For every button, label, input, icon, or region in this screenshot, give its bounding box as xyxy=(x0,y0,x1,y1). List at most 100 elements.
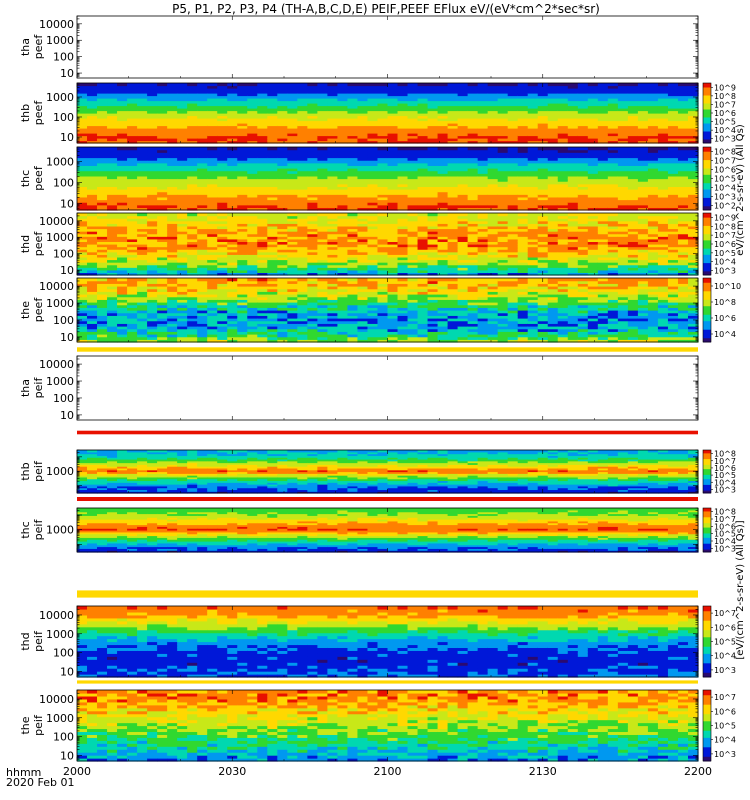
spectrogram-cell xyxy=(567,140,579,144)
spectrogram-cell xyxy=(267,191,278,195)
spectrogram-cell xyxy=(277,204,288,208)
spectrogram-cell xyxy=(157,186,168,190)
spectrogram-cell xyxy=(287,103,298,107)
spectrogram-cell xyxy=(167,204,178,208)
spectrogram-cell xyxy=(577,133,589,137)
spectrogram-cell xyxy=(87,154,98,159)
spectrogram-cell xyxy=(387,90,399,94)
spectrogram-cell xyxy=(147,123,158,127)
spectrogram-cell xyxy=(307,118,318,122)
spectrogram-cell xyxy=(307,93,318,97)
spectrogram-cell xyxy=(637,128,649,132)
colorbar-segment xyxy=(703,107,711,110)
spectrogram-cell xyxy=(127,196,138,201)
spectrogram-cell xyxy=(337,110,349,114)
spectrogram-cell xyxy=(397,133,409,137)
spectrogram-cell xyxy=(467,118,479,122)
spectrogram-cell xyxy=(107,100,118,104)
spectrogram-cell xyxy=(227,98,238,102)
spectrogram-cell xyxy=(127,133,138,137)
spectrogram-cell xyxy=(227,173,238,177)
spectrogram-cell xyxy=(207,194,218,198)
spectrogram-cell xyxy=(667,213,679,217)
spectrogram-cell xyxy=(677,100,689,104)
spectrogram-cell xyxy=(507,90,519,94)
spectrogram-cell xyxy=(97,125,108,129)
colorbar-tick-label: 10^5 xyxy=(714,118,736,127)
colorbar-segment xyxy=(703,111,711,114)
spectrogram-cell xyxy=(367,140,379,144)
spectrogram-cell xyxy=(237,130,248,134)
spectrogram-cell xyxy=(87,133,98,137)
spectrogram-cell xyxy=(87,118,98,122)
spectrogram-cell xyxy=(87,170,98,174)
spectrogram-cell xyxy=(117,83,128,87)
spectrogram-cell xyxy=(407,118,419,122)
spectrogram-cell xyxy=(667,123,679,127)
spectrogram-cell xyxy=(427,135,439,139)
spectrogram-cell xyxy=(657,110,669,114)
spectrogram-cell xyxy=(477,103,489,107)
spectrogram-cell xyxy=(137,202,148,206)
y-axis-label-species: peef xyxy=(32,100,45,126)
spectrogram-cell xyxy=(487,120,499,124)
spectrogram-cell xyxy=(457,100,469,104)
spectrogram-cell xyxy=(237,173,248,177)
spectrogram-cell xyxy=(207,170,218,174)
spectrogram-cell xyxy=(217,98,228,102)
spectrogram-cell xyxy=(257,178,268,182)
spectrogram-cell xyxy=(687,140,699,144)
spectrogram-cell xyxy=(517,103,529,107)
spectrogram-cell xyxy=(167,183,178,187)
spectrogram-cell xyxy=(417,125,429,129)
spectrogram-cell xyxy=(427,105,439,109)
spectrogram-cell xyxy=(517,128,529,132)
spectrogram-cell xyxy=(97,115,108,119)
colorbar-segment xyxy=(703,127,711,130)
spectrogram-cell xyxy=(77,98,88,102)
spectrogram-cell xyxy=(417,147,429,151)
spectrogram-cell xyxy=(657,213,669,217)
spectrogram-cell xyxy=(557,130,569,134)
spectrogram-cell xyxy=(537,125,549,129)
spectrogram-cell xyxy=(267,157,278,161)
spectrogram-cell xyxy=(77,202,88,206)
spectrogram-cell xyxy=(367,128,379,132)
colorbar-segment xyxy=(703,89,711,92)
spectrogram-cell xyxy=(627,115,639,119)
y-tick-label: 100 xyxy=(53,248,74,261)
spectrogram-cell xyxy=(457,130,469,134)
spectrogram-cell xyxy=(437,135,449,139)
spectrogram-cell xyxy=(207,125,218,129)
spectrogram-cell xyxy=(257,157,268,161)
spectrogram-cell xyxy=(257,191,268,195)
spectrogram-cell xyxy=(157,207,168,211)
spectrogram-cell xyxy=(427,138,439,142)
spectrogram-cell xyxy=(227,110,238,114)
spectrogram-cell xyxy=(307,115,318,119)
spectrogram-cell xyxy=(257,113,268,117)
spectrogram-cell xyxy=(117,100,128,104)
spectrogram-cell xyxy=(177,160,188,164)
spectrogram-cell xyxy=(667,85,679,89)
spectrogram-cell xyxy=(557,118,569,122)
spectrogram-cell xyxy=(197,170,208,174)
spectrogram-cell xyxy=(577,120,589,124)
spectrogram-cell xyxy=(627,130,639,134)
spectrogram-cell xyxy=(627,118,639,122)
spectrogram-cell xyxy=(427,83,439,87)
spectrogram-cell xyxy=(357,108,369,112)
spectrogram-cell xyxy=(527,125,539,129)
spectrogram-cell xyxy=(567,138,579,142)
spectrogram-cell xyxy=(277,130,288,134)
spectrogram-cell xyxy=(437,100,449,104)
spectrogram-cell xyxy=(217,189,228,193)
spectrogram-cell xyxy=(307,113,318,117)
spectrogram-cell xyxy=(577,108,589,112)
spectrogram-cell xyxy=(127,98,138,102)
spectrogram-cell xyxy=(217,123,228,127)
spectrogram-cell xyxy=(157,149,168,153)
spectrogram-cell xyxy=(687,83,699,87)
spectrogram-cell xyxy=(567,93,579,97)
spectrogram-cell xyxy=(427,113,439,117)
